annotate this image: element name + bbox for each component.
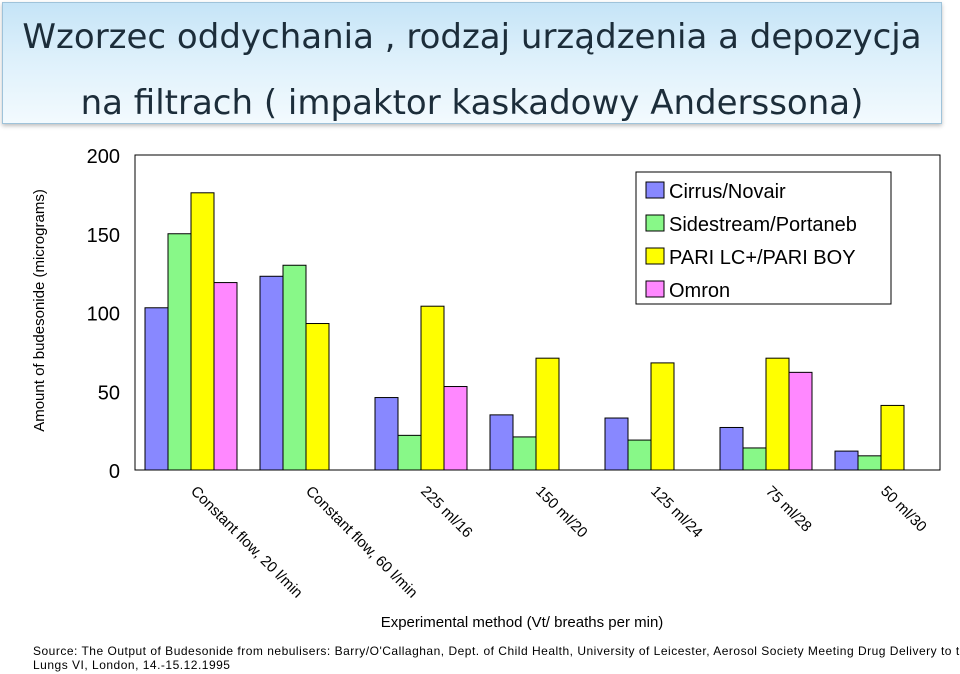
y-tick-label: 150 (87, 225, 120, 247)
x-tick-label: 225 ml/16 (417, 483, 476, 542)
source-line-2: Lungs VI, London, 14.-15.12.1995 (33, 658, 231, 672)
y-tick-label: 200 (87, 146, 120, 168)
y-axis-title: Amount of budesonide (micrograms) (31, 189, 48, 432)
bar-1-6 (719, 426, 744, 471)
bar-2-3 (397, 434, 422, 471)
y-tick-label: 50 (98, 382, 120, 404)
bar-4-3 (443, 386, 468, 471)
bar-1-5 (604, 417, 629, 471)
bar-3-6 (765, 357, 790, 471)
bar-2-7 (857, 455, 882, 471)
slide-title-line-2: na filtrach ( impaktor kaskadowy Anderss… (80, 83, 864, 123)
bar-4-6 (788, 371, 813, 471)
y-tick-label: 100 (87, 304, 120, 326)
bar-1-3 (374, 397, 399, 471)
legend-swatch (645, 247, 665, 265)
bar-1-7 (834, 450, 859, 471)
bar-4-1 (213, 282, 238, 471)
legend-swatch (645, 181, 665, 199)
bar-2-5 (627, 439, 652, 471)
bar-3-2 (305, 323, 330, 471)
x-tick-label: Constant flow, 20 l/min (187, 483, 306, 602)
x-tick-label: 125 ml/24 (647, 483, 706, 542)
x-tick-label: 75 ml/28 (762, 483, 815, 536)
source-note: Source: The Output of Budesonide from ne… (33, 644, 960, 672)
y-tick-label: 0 (109, 461, 120, 483)
bar-1-1 (144, 307, 169, 471)
bar-3-1 (190, 192, 215, 471)
slide-title-line-1: Wzorzec oddychania , rodzaj urządzenia a… (22, 17, 922, 57)
legend-label: Omron (669, 280, 730, 302)
source-line-1: Source: The Output of Budesonide from ne… (33, 644, 960, 658)
bar-1-2 (259, 275, 284, 471)
x-tick-label: 50 ml/30 (877, 483, 930, 536)
legend-box (635, 171, 892, 305)
legend-label: Cirrus/Novair (669, 181, 786, 203)
bar-3-5 (650, 362, 675, 471)
bar-2-6 (742, 447, 767, 471)
bar-2-1 (167, 233, 192, 471)
bar-2-2 (282, 264, 307, 471)
bar-3-7 (880, 404, 905, 471)
title-banner: Wzorzec oddychania , rodzaj urządzenia a… (2, 2, 942, 124)
legend-swatch (645, 280, 665, 298)
x-axis-title: Experimental method (Vt/ breaths per min… (381, 614, 664, 631)
legend-swatch (645, 214, 665, 232)
x-tick-label: 150 ml/20 (532, 483, 591, 542)
bar-3-3 (420, 305, 445, 471)
legend-label: Sidestream/Portaneb (669, 214, 857, 236)
bar-3-4 (535, 357, 560, 471)
bar-1-4 (489, 414, 514, 471)
x-tick-label: Constant flow, 60 l/min (302, 483, 421, 602)
bar-2-4 (512, 436, 537, 471)
legend-label: PARI LC+/PARI BOY (669, 247, 856, 269)
